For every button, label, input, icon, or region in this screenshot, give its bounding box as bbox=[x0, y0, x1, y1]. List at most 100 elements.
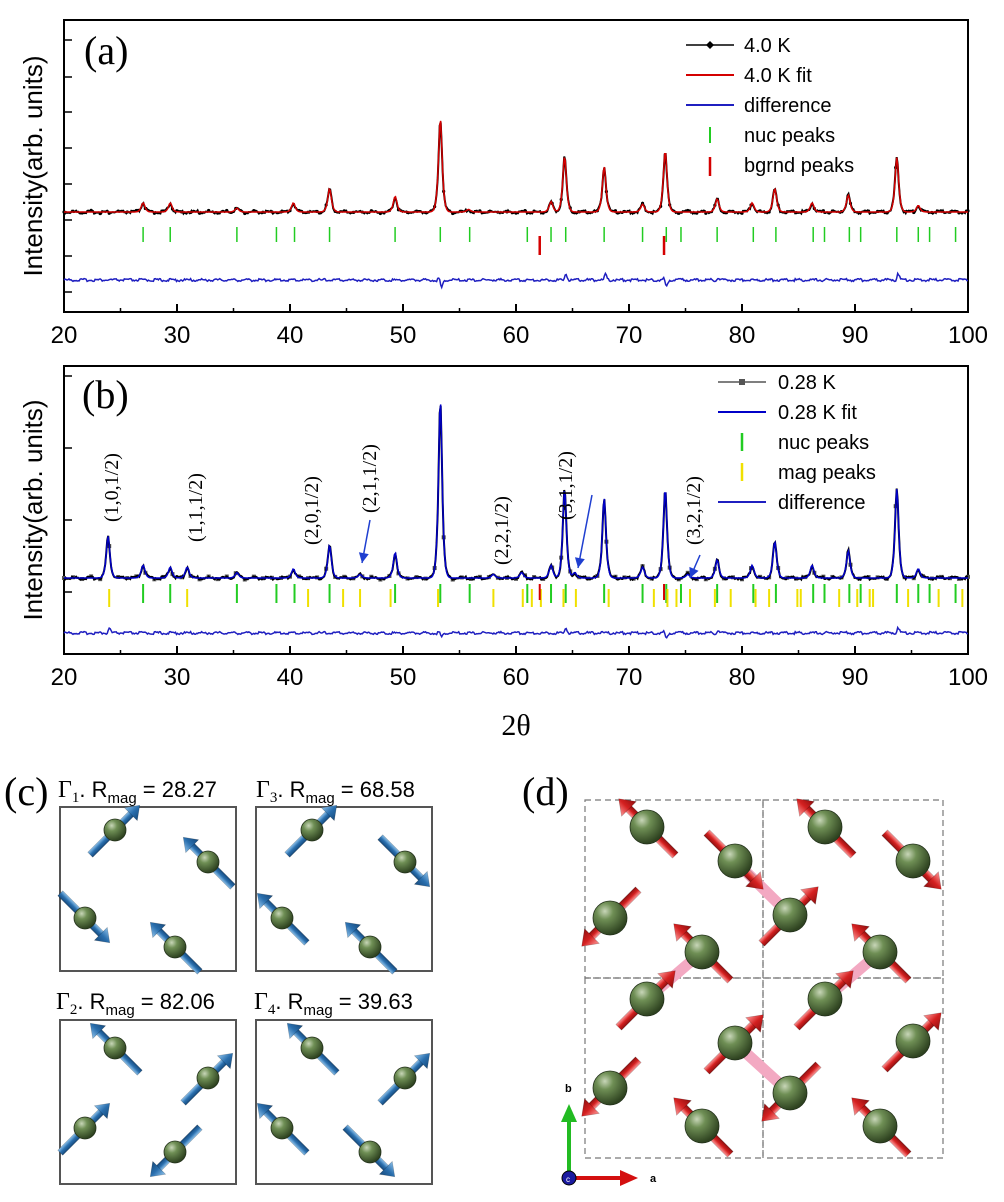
observed-point bbox=[966, 574, 970, 579]
panel-b-y-ticks bbox=[64, 375, 72, 593]
atom-sphere bbox=[717, 843, 753, 879]
legend-b-observed-label: 0.28 K bbox=[778, 372, 836, 394]
panel-b: (b) Intensity(arb. units) 20 30 40 50 60 70 80… bbox=[18, 365, 988, 691]
x-tick-label: 100 bbox=[948, 664, 988, 691]
x-tick-label: 60 bbox=[503, 664, 530, 691]
x-tick-label: 30 bbox=[164, 322, 191, 349]
legend-a-fit-label: 4.0 K fit bbox=[744, 65, 812, 87]
spin-arrowhead bbox=[673, 923, 692, 942]
atom-sphere bbox=[163, 1140, 187, 1164]
x-tick-label: 90 bbox=[842, 322, 869, 349]
legend-b-observed-marker bbox=[739, 379, 745, 385]
spin-arrowhead bbox=[89, 1022, 107, 1040]
a-axis-arrowhead bbox=[620, 1170, 638, 1186]
x-tick-label: 20 bbox=[51, 664, 78, 691]
spin-arrowhead bbox=[923, 871, 942, 890]
hkl-arrowhead bbox=[574, 557, 585, 568]
atom-sphere bbox=[684, 1108, 720, 1144]
spin-arrowhead bbox=[851, 1097, 870, 1116]
irrep-sep: . bbox=[79, 777, 91, 802]
hkl-arrowhead bbox=[689, 566, 699, 578]
hkl-label: (1,0,1/2) bbox=[101, 453, 123, 522]
rmag-value: = 39.63 bbox=[333, 989, 413, 1014]
spin-arrowhead bbox=[413, 870, 431, 888]
legend-b-nuc-label: nuc peaks bbox=[778, 432, 869, 454]
panel-d-atoms bbox=[581, 798, 942, 1158]
spin-arrowhead bbox=[93, 1102, 111, 1120]
atom-sphere bbox=[300, 1036, 324, 1060]
hkl-arrow bbox=[577, 494, 593, 569]
panel-a-fit-curve bbox=[64, 120, 968, 213]
atom-sphere bbox=[895, 1023, 931, 1059]
spin-arrowhead bbox=[657, 970, 676, 989]
spin-arrowhead bbox=[673, 1097, 692, 1116]
panel-a-legend: 4.0 K 4.0 K fit difference nuc peaks bgr… bbox=[686, 35, 854, 177]
rmag-value: = 68.58 bbox=[335, 777, 415, 802]
panel-a-difference-curve bbox=[63, 271, 968, 290]
panel-c: (c) Γ1. Rmag = 28.27 Γ3. Rmag = 68.58Γ2. … bbox=[4, 769, 433, 1185]
spin-arrowhead bbox=[149, 921, 167, 939]
panel-b-x-axis: 20 30 40 50 60 70 80 90 100 bbox=[51, 646, 988, 691]
legend-b-difference-label: difference bbox=[778, 492, 865, 514]
rmag-label: R bbox=[90, 989, 106, 1014]
irrep-title: Γ1. Rmag = 28.27 bbox=[58, 777, 217, 807]
panel-b-fit-curve bbox=[64, 404, 968, 579]
legend-a-difference-label: difference bbox=[744, 95, 831, 117]
spin-arrowhead bbox=[761, 1103, 780, 1122]
irrep-index: 4 bbox=[268, 1002, 276, 1018]
spin-arrowhead bbox=[93, 926, 111, 944]
atom-sphere bbox=[393, 850, 417, 874]
irrep-gamma: Γ bbox=[56, 989, 70, 1015]
panel-b-legend: 0.28 K 0.28 K fit nuc peaks mag peaks di… bbox=[718, 372, 876, 514]
x-tick-label: 70 bbox=[616, 664, 643, 691]
panel-d-label: (d) bbox=[522, 769, 569, 814]
x-tick-label: 30 bbox=[164, 664, 191, 691]
atom-sphere bbox=[807, 981, 843, 1017]
panel-b-label: (b) bbox=[82, 372, 129, 417]
atom-sphere bbox=[629, 809, 665, 845]
spin-arrowhead bbox=[581, 1098, 600, 1117]
irrep-index: 2 bbox=[70, 1002, 78, 1018]
atom-sphere bbox=[270, 906, 294, 930]
x-tick-label: 20 bbox=[51, 322, 78, 349]
legend-b-mag-label: mag peaks bbox=[778, 462, 876, 484]
panel-a: (a) Intensity(arb. units) 20 30 40 50 60 70 80… bbox=[18, 19, 988, 349]
shared-x-axis-label: 2θ bbox=[501, 709, 530, 742]
panel-c-spin-configs bbox=[57, 804, 433, 1185]
spin-arrowhead bbox=[851, 923, 870, 942]
spin-arrowhead bbox=[256, 1102, 274, 1120]
spin-arrowhead bbox=[320, 804, 338, 822]
spin-arrowhead bbox=[796, 798, 815, 817]
panel-c-label: (c) bbox=[4, 769, 48, 814]
unit-cell bbox=[762, 799, 944, 979]
rmag-label: R bbox=[288, 989, 304, 1014]
spin-config-box bbox=[255, 806, 433, 972]
atom-sphere bbox=[862, 1108, 898, 1144]
unit-cell bbox=[584, 799, 764, 979]
irrep-sep: . bbox=[277, 777, 289, 802]
spin-config-box bbox=[59, 1019, 237, 1185]
rmag-sub: mag bbox=[106, 1002, 135, 1019]
hkl-label: (2,2,1/2) bbox=[491, 496, 513, 565]
atom-sphere bbox=[772, 1075, 808, 1111]
rmag-value: = 82.06 bbox=[135, 989, 215, 1014]
spin-arrowhead bbox=[216, 1052, 234, 1070]
legend-a-nuc-label: nuc peaks bbox=[744, 125, 835, 147]
c-axis-label: c bbox=[566, 1175, 570, 1184]
unit-cell bbox=[584, 977, 764, 1159]
panel-d-axis-triad: b a c bbox=[561, 1083, 657, 1186]
spin-arrowhead bbox=[344, 921, 362, 939]
spin-config-box bbox=[255, 1019, 433, 1185]
x-tick-label: 80 bbox=[729, 322, 756, 349]
atom-sphere bbox=[358, 1140, 382, 1164]
spin-arrowhead bbox=[745, 871, 764, 890]
hkl-label: (3,2,1/2) bbox=[683, 476, 705, 545]
x-tick-label: 50 bbox=[390, 322, 417, 349]
x-tick-label: 100 bbox=[948, 322, 988, 349]
unit-cell bbox=[762, 977, 944, 1159]
spin-arrowhead bbox=[618, 798, 637, 817]
legend-a-observed-label: 4.0 K bbox=[744, 35, 791, 57]
irrep-sep: . bbox=[275, 989, 287, 1014]
spin-config-box bbox=[59, 806, 237, 972]
